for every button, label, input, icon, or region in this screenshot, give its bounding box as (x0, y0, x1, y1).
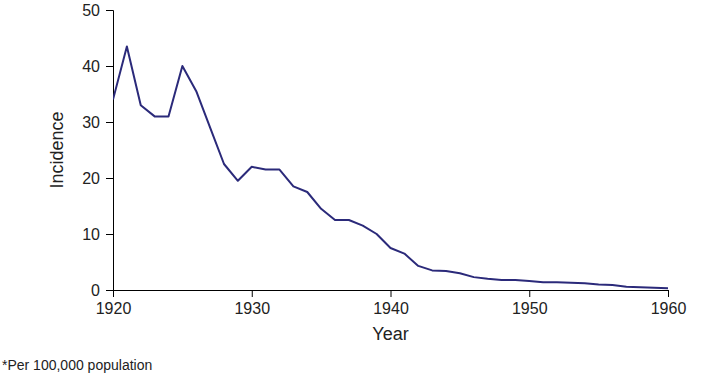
tick-mark (106, 66, 113, 67)
tick-mark (668, 290, 669, 297)
footnote: *Per 100,000 population (2, 357, 152, 373)
tick-mark (106, 290, 113, 291)
y-axis: 0 10 20 30 40 50 (82, 2, 113, 299)
chart: 0 10 20 30 40 50 1920 1930 1940 1950 1960 Year Incid… (0, 0, 702, 390)
tick-mark (106, 122, 113, 123)
tick-mark (106, 234, 113, 235)
tick: 10 (82, 226, 113, 243)
tick-label: 50 (82, 2, 100, 19)
tick-label: 1960 (651, 300, 687, 317)
tick: 1920 (96, 290, 132, 317)
tick-mark (252, 290, 253, 297)
axis-line (106, 11, 114, 291)
tick: 40 (82, 58, 113, 75)
tick-mark (106, 178, 113, 179)
tick: 50 (82, 2, 113, 19)
tick: 1940 (373, 290, 409, 317)
tick-label: 1930 (234, 300, 270, 317)
x-axis: 1920 1930 1940 1950 1960 (96, 290, 687, 317)
tick-label: 10 (82, 226, 100, 243)
tick-mark (106, 10, 113, 11)
data-line (113, 46, 668, 288)
axis-line (114, 291, 669, 298)
tick: 0 (91, 282, 113, 299)
x-axis-title: Year (372, 324, 408, 344)
tick: 1950 (512, 290, 548, 317)
tick-label: 0 (91, 282, 100, 299)
tick: 30 (82, 114, 113, 131)
tick: 20 (82, 170, 113, 187)
marks (113, 46, 668, 288)
tick-label: 20 (82, 170, 100, 187)
tick-mark (113, 290, 114, 297)
tick-label: 30 (82, 114, 100, 131)
tick-label: 1940 (373, 300, 409, 317)
tick-mark (529, 290, 530, 297)
tick-label: 40 (82, 58, 100, 75)
tick-mark (391, 290, 392, 297)
tick: 1930 (234, 290, 270, 317)
tick: 1960 (651, 290, 687, 317)
y-axis-title: Incidence (47, 111, 67, 188)
tick-label: 1920 (96, 300, 132, 317)
plot: 0 10 20 30 40 50 1920 1930 1940 1950 1960 Year Incid… (47, 2, 686, 344)
tick-label: 1950 (512, 300, 548, 317)
